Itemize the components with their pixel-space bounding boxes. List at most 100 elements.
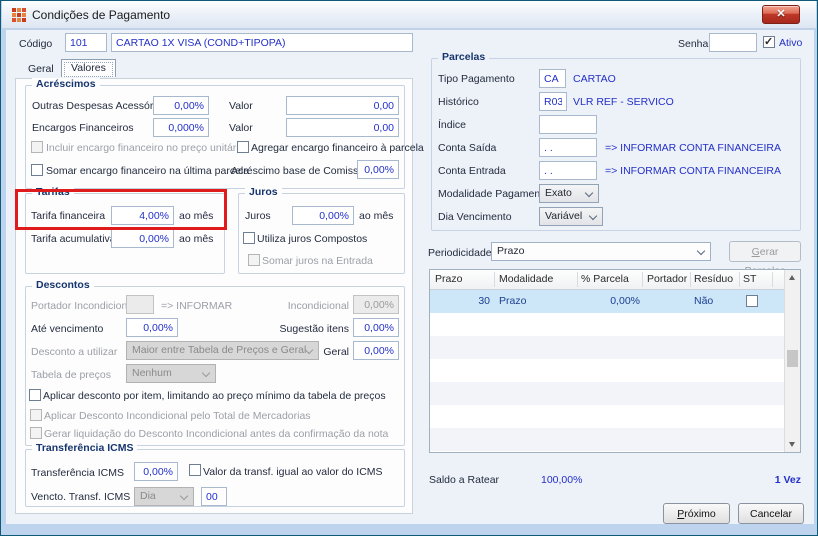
column-divider	[739, 272, 740, 287]
cell-prazo: 30	[478, 295, 490, 307]
sugestao-itens-label: Sugestão itens	[279, 323, 349, 335]
saldo-ratear-value: 100,00%	[541, 474, 583, 486]
comissao-input[interactable]	[357, 160, 399, 179]
somar-encargo-label: Somar encargo financeiro na última parce…	[46, 165, 250, 177]
periodicidade-select[interactable]: Prazo	[491, 242, 711, 261]
chevron-down-icon	[179, 491, 189, 501]
acrescimos-title: Acréscimos	[32, 78, 100, 90]
cell-st-checkbox[interactable]	[746, 295, 758, 307]
indice-input[interactable]	[539, 115, 597, 134]
scroll-down-button[interactable]	[785, 436, 800, 452]
juros-input[interactable]	[292, 206, 354, 225]
conta-entrada-input[interactable]	[539, 161, 597, 180]
somar-encargo-checkbox[interactable]	[31, 164, 43, 176]
somar-juros-entrada-checkbox[interactable]	[248, 254, 260, 266]
tab-focus-outline	[64, 62, 113, 77]
valor-transf-igual-label: Valor da transf. igual ao valor do ICMS	[203, 466, 383, 478]
juros-compostos-label: Utiliza juros Compostos	[257, 233, 368, 245]
cell-modalidade: Prazo	[499, 295, 527, 307]
valor2-input[interactable]	[286, 118, 399, 137]
sugestao-itens-input[interactable]	[353, 318, 399, 337]
aplicar-desconto-item-label: Aplicar desconto por item, limitando ao …	[43, 390, 386, 402]
descricao-input[interactable]	[111, 33, 413, 52]
vencto-transf-select[interactable]: Dia	[134, 487, 194, 506]
vencto-transf-label: Vencto. Transf. ICMS	[31, 491, 131, 503]
ativo-checkbox[interactable]	[763, 35, 775, 48]
col-parcela[interactable]: % Parcela	[581, 273, 629, 285]
col-portador[interactable]: Portador	[647, 273, 688, 285]
window-title: Condições de Pagamento	[32, 8, 171, 22]
tarifas-title: Tarifas	[32, 186, 74, 198]
cancelar-button[interactable]: Cancelar	[738, 503, 804, 524]
gerar-parcelas-button[interactable]: Gerar Parcelas	[729, 241, 801, 277]
tarifa-acumulativa-suffix: ao mês	[179, 233, 214, 245]
column-divider	[772, 272, 773, 287]
col-st[interactable]: ST	[743, 273, 757, 285]
desconto-utilizar-label: Desconto a utilizar	[31, 346, 118, 358]
scroll-up-button[interactable]	[785, 270, 800, 286]
valores-tab-page	[15, 78, 413, 514]
transferencia-icms-input[interactable]	[134, 462, 178, 481]
historico-input[interactable]	[539, 92, 567, 111]
conta-entrada-hint: => INFORMAR CONTA FINANCEIRA	[605, 165, 781, 177]
outras-despesas-input[interactable]	[153, 96, 209, 115]
vertical-scrollbar[interactable]	[784, 270, 800, 452]
conta-saida-hint: => INFORMAR CONTA FINANCEIRA	[605, 142, 781, 154]
incluir-encargo-label: Incluir encargo financeiro no preço unit…	[46, 142, 245, 154]
portador-incondicional-input[interactable]	[126, 295, 154, 314]
close-button[interactable]: ✕	[762, 5, 800, 24]
desconto-utilizar-value: Maior entre Tabela de Preços e Geral	[132, 344, 307, 356]
historico-label: Histórico	[438, 96, 479, 108]
conta-saida-input[interactable]	[539, 138, 597, 157]
incondicional-input[interactable]	[353, 295, 399, 314]
transferencia-icms-title: Transferência ICMS	[32, 442, 138, 454]
aplicar-desconto-item-checkbox[interactable]	[29, 389, 41, 401]
close-icon: ✕	[776, 8, 786, 20]
somar-juros-entrada-label: Somar juros na Entrada	[262, 255, 373, 267]
ate-vencimento-input[interactable]	[126, 318, 178, 337]
tabela-precos-value: Nenhum	[132, 367, 172, 379]
arrow-down-icon	[789, 442, 795, 447]
valor1-label: Valor	[229, 100, 253, 112]
tarifa-acumulativa-input[interactable]	[111, 229, 174, 248]
dia-vencimento-select[interactable]: Variável	[539, 207, 603, 226]
dia-vencimento-label: Dia Vencimento	[438, 211, 512, 223]
tarifa-financeira-input[interactable]	[111, 206, 174, 225]
column-divider	[577, 272, 578, 287]
vencto-transf-value: Dia	[140, 490, 156, 502]
incluir-encargo-checkbox[interactable]	[31, 141, 43, 153]
aplicar-desconto-incondicional-checkbox[interactable]	[30, 409, 42, 421]
tabela-precos-select[interactable]: Nenhum	[126, 364, 216, 383]
valor-transf-igual-checkbox[interactable]	[189, 464, 201, 476]
senha-input[interactable]	[709, 33, 757, 52]
valor2-label: Valor	[229, 122, 253, 134]
vencto-dia-input[interactable]	[201, 487, 227, 506]
incondicional-label: Incondicional	[287, 300, 349, 312]
tab-geral[interactable]: Geral	[19, 61, 63, 79]
saldo-ratear-label: Saldo a Ratear	[429, 474, 500, 486]
valor1-input[interactable]	[286, 96, 399, 115]
historico-desc: VLR REF - SERVICO	[573, 96, 674, 108]
chevron-down-icon	[696, 246, 706, 256]
scrollbar-thumb[interactable]	[787, 350, 798, 367]
col-residuo[interactable]: Resíduo	[694, 273, 734, 285]
gerar-liquidacao-checkbox[interactable]	[30, 427, 42, 439]
transferencia-icms-label: Transferência ICMS	[31, 467, 124, 479]
codigo-input[interactable]	[65, 33, 107, 52]
tabela-precos-label: Tabela de preços	[31, 369, 111, 381]
modalidade-pagamento-select[interactable]: Exato	[539, 184, 599, 203]
encargos-input[interactable]	[153, 118, 209, 137]
desconto-utilizar-select[interactable]: Maior entre Tabela de Preços e Geral	[126, 341, 319, 360]
tab-valores[interactable]: Valores	[61, 59, 116, 77]
tipo-pagamento-input[interactable]	[539, 69, 566, 88]
geral-input[interactable]	[353, 341, 399, 360]
table-row[interactable]: 30 Prazo 0,00% Não	[430, 290, 784, 313]
col-prazo[interactable]: Prazo	[435, 273, 463, 285]
parcelas-group: Parcelas	[431, 51, 801, 231]
agregar-encargo-checkbox[interactable]	[237, 141, 249, 153]
proximo-button[interactable]: Próximo	[663, 503, 730, 524]
juros-compostos-checkbox[interactable]	[243, 232, 255, 244]
col-modalidade[interactable]: Modalidade	[499, 273, 554, 285]
indice-label: Índice	[438, 119, 467, 131]
